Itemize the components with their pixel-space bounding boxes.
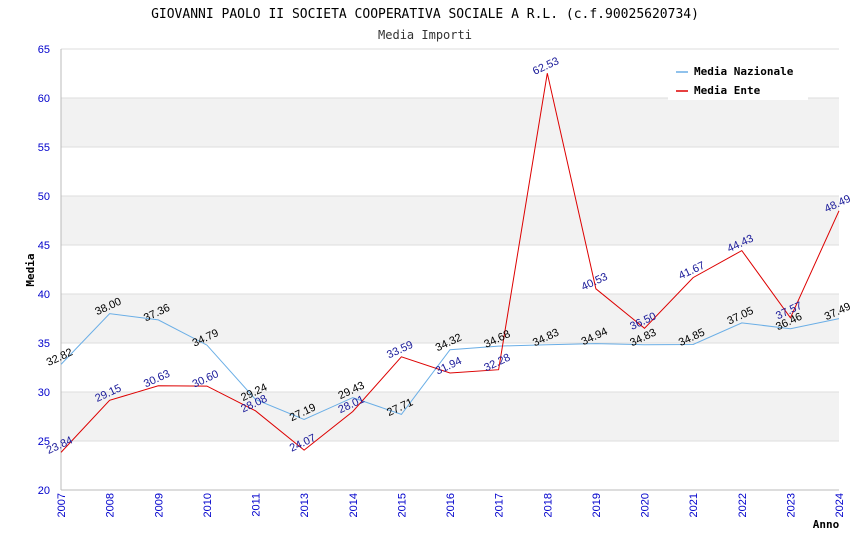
x-tick-label: 2021 xyxy=(688,493,700,517)
x-tick-label: 2024 xyxy=(834,493,846,517)
plot-band xyxy=(61,441,839,490)
x-tick-label: 2013 xyxy=(299,493,311,517)
x-tick-label: 2008 xyxy=(105,493,117,517)
y-tick-label: 40 xyxy=(38,289,50,301)
y-tick-label: 65 xyxy=(38,44,50,56)
x-tick-label: 2017 xyxy=(494,493,506,517)
legend-box xyxy=(668,58,808,100)
y-tick-labels: 20 25 30 35 40 45 50 55 60 65 xyxy=(38,44,50,497)
x-tick-label: 2009 xyxy=(153,493,165,517)
x-tick-labels: 2007 2008 2009 2010 2011 2013 2014 2015 2016 2017… xyxy=(56,493,846,517)
plot-band xyxy=(61,343,839,392)
x-tick-label: 2014 xyxy=(348,493,360,517)
plot-background-bands xyxy=(61,49,839,490)
x-tick-label: 2016 xyxy=(445,493,457,517)
plot-band xyxy=(61,294,839,343)
x-tick-label: 2019 xyxy=(591,493,603,517)
y-tick-label: 35 xyxy=(38,338,50,350)
y-axis-label: Media xyxy=(24,253,37,286)
series-line-media-nazionale xyxy=(60,313,840,421)
series-lines xyxy=(60,73,840,453)
x-tick-label: 2022 xyxy=(737,493,749,517)
legend-label-media-nazionale: Media Nazionale xyxy=(694,65,794,78)
y-tick-label: 25 xyxy=(38,436,50,448)
y-tick-label: 45 xyxy=(38,240,50,252)
x-tick-label: 2020 xyxy=(640,493,652,517)
x-axis-label: Anno xyxy=(813,518,840,531)
plot-band xyxy=(61,392,839,441)
grid-lines xyxy=(61,48,839,491)
plot-band xyxy=(61,98,839,147)
x-tick-label: 2007 xyxy=(56,493,68,517)
series-line-media-ente xyxy=(60,73,840,453)
x-tick-label: 2010 xyxy=(202,493,214,517)
plot-band xyxy=(61,245,839,294)
y-tick-label: 50 xyxy=(38,191,50,203)
y-tick-label: 60 xyxy=(38,93,50,105)
legend-label-media-ente: Media Ente xyxy=(694,84,761,97)
legend: Media Nazionale Media Ente xyxy=(668,58,808,100)
axes xyxy=(60,49,839,491)
y-tick-label: 30 xyxy=(38,387,50,399)
y-tick-label: 20 xyxy=(38,485,50,497)
x-tick-label: 2015 xyxy=(396,493,408,517)
x-tick-label: 2018 xyxy=(542,493,554,517)
x-tick-label: 2011 xyxy=(251,493,263,517)
y-tick-label: 55 xyxy=(38,142,50,154)
plot-band xyxy=(61,147,839,196)
plot-band xyxy=(61,196,839,245)
chart-subtitle: Media Importi xyxy=(378,28,472,42)
x-tick-label: 2023 xyxy=(785,493,797,517)
chart-title: GIOVANNI PAOLO II SOCIETA COOPERATIVA SO… xyxy=(151,7,699,22)
